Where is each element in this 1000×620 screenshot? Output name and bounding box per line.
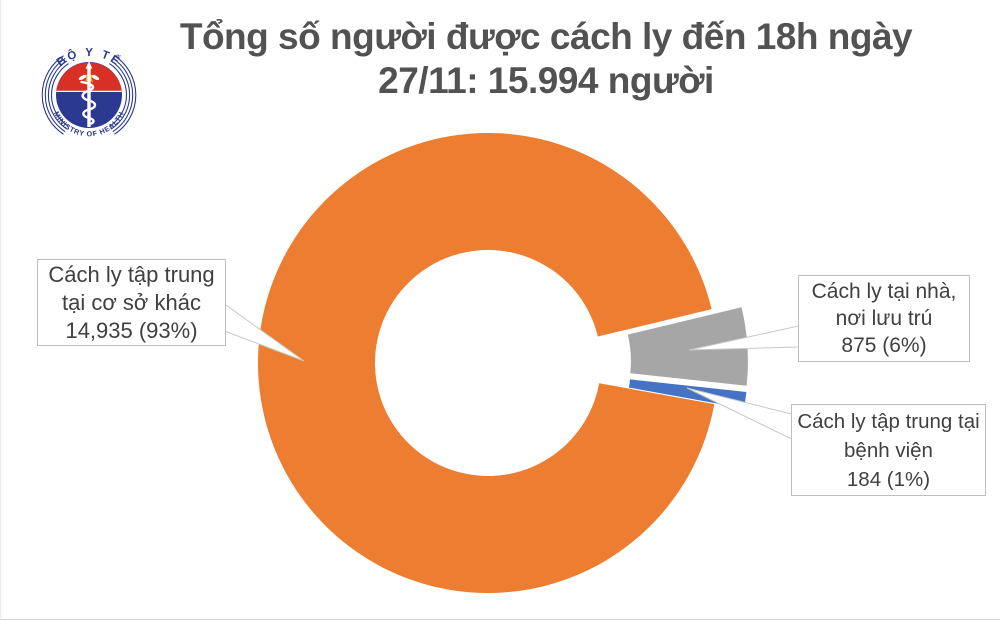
label-line: nơi lưu trú [835, 307, 933, 330]
pie-slice-0 [258, 133, 715, 594]
laurel-arc [44, 57, 66, 133]
chart-title-line2: 27/11: 15.994 người [378, 60, 714, 101]
pie-slice-1 [627, 307, 748, 386]
label-line: Cách ly tập trung [48, 261, 215, 287]
laurel-arc [112, 57, 134, 133]
data-label-box-tai-nha: Cách ly tại nhà, nơi lưu trú 875 (6%) [798, 275, 970, 362]
ministry-of-health-logo-icon: BỘ Y TẾ MINISTRY OF HEALTH [41, 47, 137, 138]
chart-title-line1: Tổng số người được cách ly đến 18h ngày [179, 16, 913, 57]
laurel-arc [51, 63, 69, 127]
laurel-arc [109, 63, 127, 127]
logo-laurel-arcs [41, 55, 137, 135]
laurel-arc [114, 55, 137, 135]
label-line: Cách ly tại nhà, [811, 280, 957, 303]
label-value: 875 (6%) [841, 334, 927, 357]
data-label-box-benh-vien: Cách ly tập trung tại bệnh viện 184 (1%) [791, 404, 986, 496]
label-value: 14,935 (93%) [65, 317, 198, 343]
data-label-box-co-so-khac: Cách ly tập trung tại cơ sở khác 14,935 … [37, 259, 226, 346]
laurel-arc [110, 60, 131, 130]
label-value: 184 (1%) [846, 467, 931, 491]
asclepius-staff-icon [78, 61, 100, 127]
laurel-arc [41, 55, 64, 135]
laurel-arc [47, 60, 68, 130]
label-line: bệnh viện [844, 438, 933, 462]
label-line: tại cơ sở khác [62, 289, 201, 315]
chart-title: Tổng số người được cách ly đến 18h ngày … [91, 15, 1000, 103]
label-line: Cách ly tập trung tại [797, 409, 980, 433]
